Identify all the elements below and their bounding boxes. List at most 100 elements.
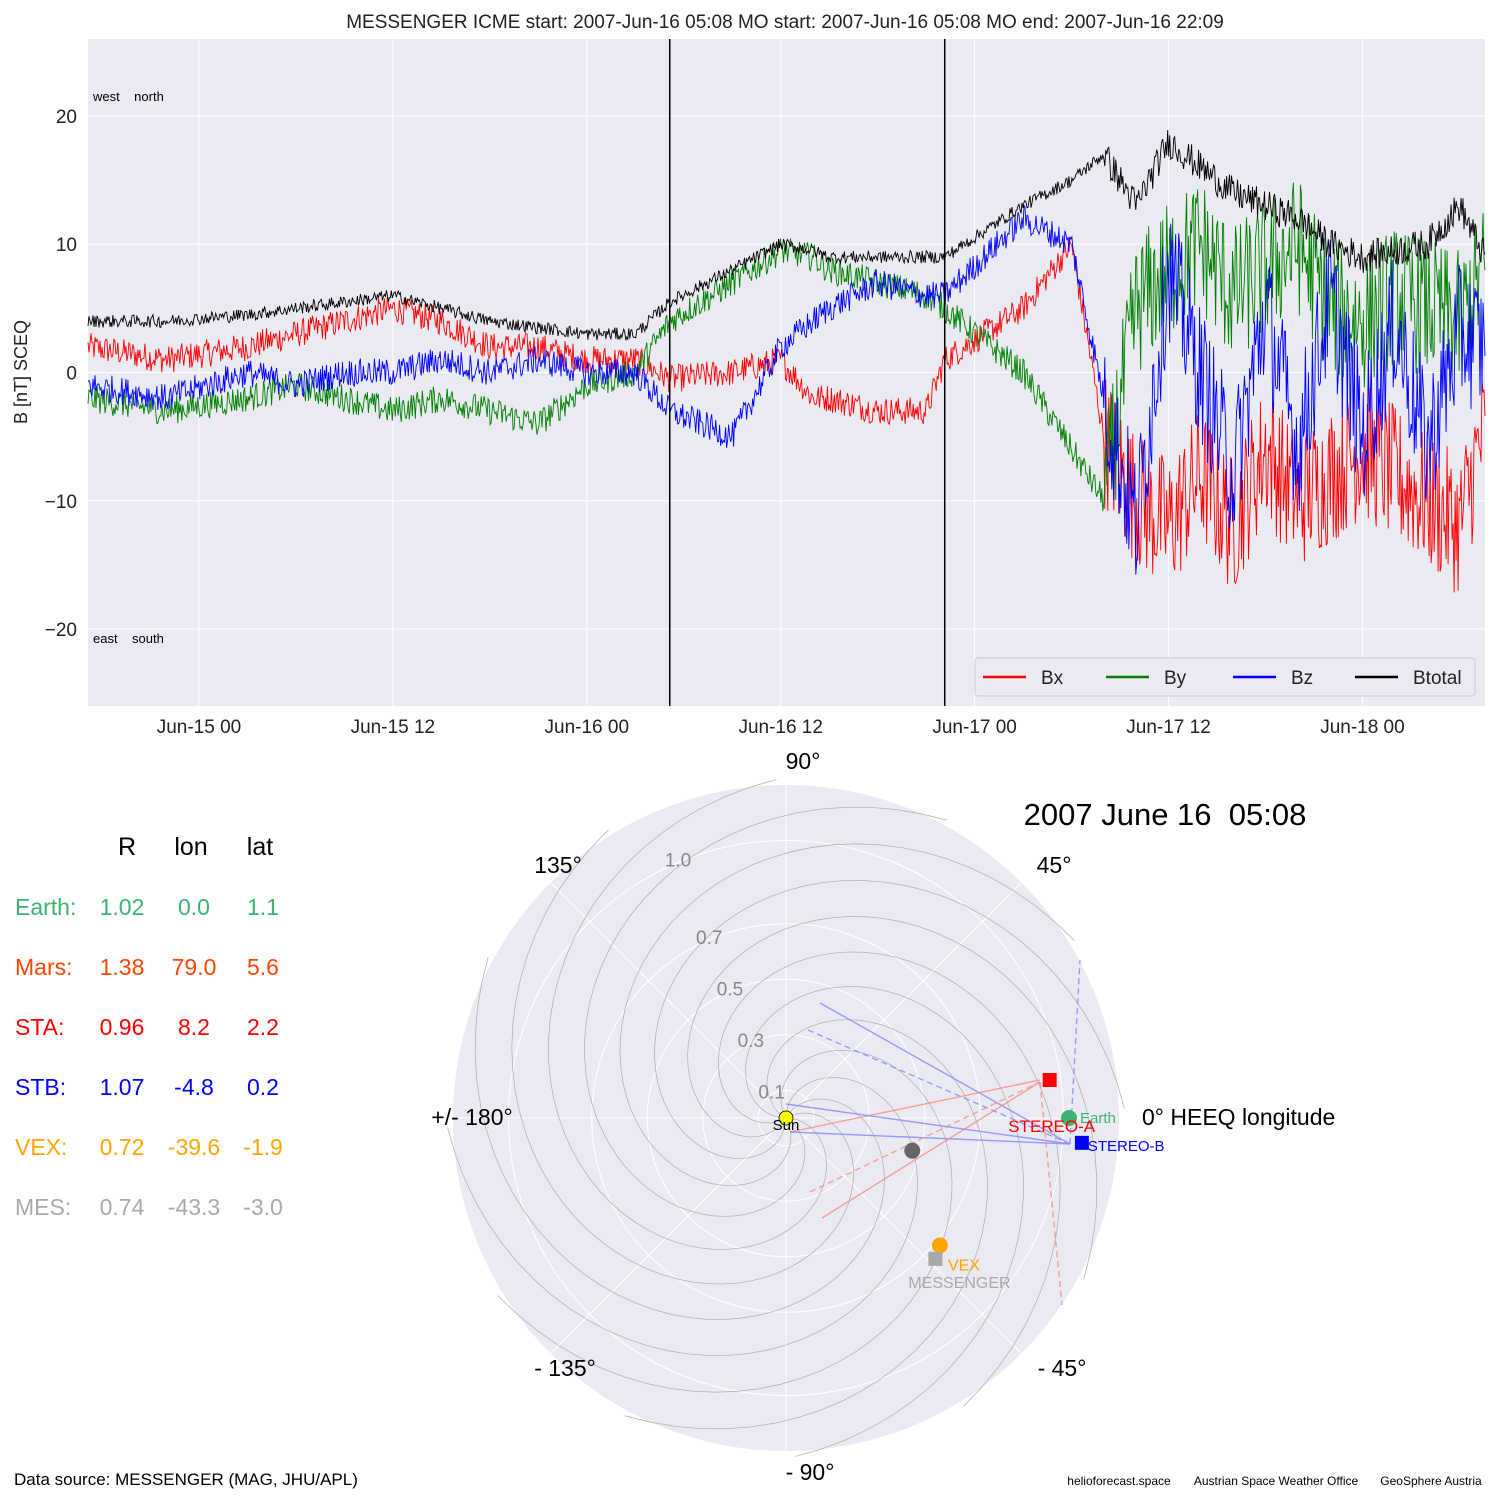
parker-spiral — [584, 806, 948, 1217]
angle-label-m90: - 90° — [786, 1459, 835, 1485]
annotation-east-south: east south — [93, 631, 164, 646]
table-cell-lon: -43.3 — [168, 1194, 220, 1220]
table-cell-lat: 0.2 — [247, 1074, 279, 1100]
icme-boundary-lines — [668, 39, 946, 706]
angle-gridline — [785, 882, 1022, 1119]
annotation-west-north: west north — [92, 89, 164, 104]
parker-spirals — [447, 779, 1125, 1457]
parker-spiral — [511, 829, 855, 1285]
angle-gridline — [550, 882, 787, 1119]
radius-tick-label: 0.3 — [738, 1031, 764, 1052]
table-row-label: STB: — [15, 1074, 66, 1100]
table-cell-r: 1.02 — [100, 894, 145, 920]
label-stereo-b: STEREO-B — [1088, 1138, 1165, 1155]
table-header-r: R — [118, 833, 136, 861]
y-tick-label: −10 — [45, 492, 77, 513]
radius-tick-label: 0.7 — [696, 928, 722, 949]
table-cell-lat: -1.9 — [243, 1134, 283, 1160]
polar-title: 2007 June 16 05:08 — [1024, 797, 1307, 832]
table-header-lon: lon — [174, 833, 207, 861]
parker-spiral — [745, 986, 1024, 1457]
label-messenger: MESSENGER — [908, 1275, 1010, 1292]
legend-box — [974, 657, 1476, 697]
table-row-label: Earth: — [15, 894, 76, 920]
radius-tick-label: 0.5 — [717, 979, 743, 1000]
x-tick-label: Jun-18 00 — [1320, 717, 1405, 738]
connection-line — [819, 1002, 1071, 1145]
marker-messenger — [928, 1251, 943, 1266]
radius-tick-label: 0.1 — [758, 1082, 784, 1103]
table-cell-lat: -3.0 — [243, 1194, 283, 1220]
x-tick-label: Jun-16 00 — [545, 717, 630, 738]
legend-label-by: By — [1164, 668, 1187, 689]
marker-stereo-b — [1074, 1135, 1089, 1150]
field-lines — [785, 959, 1081, 1306]
table-cell-lon: -39.6 — [168, 1134, 220, 1160]
table-row-label: STA: — [15, 1014, 64, 1040]
label-earth: Earth — [1080, 1110, 1116, 1127]
connection-line — [821, 1081, 1041, 1219]
radius-tick-label: 1.0 — [665, 851, 691, 872]
parker-spiral — [619, 843, 1075, 1187]
connection-line — [789, 1131, 1071, 1145]
series-line-bx — [87, 237, 1486, 593]
top-legend: Bx By Bz Btotal — [974, 657, 1476, 697]
angle-label-90: 90° — [786, 748, 821, 774]
x-tick-label: Jun-17 00 — [932, 717, 1017, 738]
credit-helioforecast: helioforecast.space — [1067, 1474, 1171, 1488]
series-line-btotal — [87, 129, 1486, 341]
marker-vex — [931, 1237, 948, 1254]
angle-label-m135: - 135° — [534, 1355, 596, 1381]
parker-spiral — [447, 1077, 918, 1356]
table-cell-lon: -4.8 — [174, 1074, 214, 1100]
angle-label-0: 0° HEEQ longitude — [1142, 1104, 1335, 1130]
legend-label-bx: Bx — [1041, 668, 1064, 689]
series-line-bz — [87, 204, 1486, 575]
top-y-axis-label: B [nT] SCEQ — [11, 320, 31, 424]
angle-label-45: 45° — [1037, 852, 1072, 878]
connection-line — [1039, 1081, 1063, 1306]
x-tick-label: Jun-17 12 — [1126, 717, 1211, 738]
angle-label-135: 135° — [534, 852, 582, 878]
marker-sun — [778, 1110, 794, 1126]
table-cell-r: 0.72 — [100, 1134, 145, 1160]
angle-gridline — [550, 1117, 787, 1354]
parker-spiral — [548, 779, 827, 1250]
angle-label-m45: - 45° — [1038, 1355, 1087, 1381]
connection-line — [789, 1079, 1041, 1133]
table-row-label: Mars: — [15, 954, 73, 980]
top-series-group — [87, 129, 1486, 593]
table-row-label: VEX: — [15, 1134, 67, 1160]
connection-line — [785, 1103, 1071, 1145]
y-tick-label: −20 — [45, 620, 77, 641]
label-vex: VEX — [948, 1257, 980, 1274]
label-stereo-a: STEREO-A — [1008, 1117, 1096, 1136]
connection-line — [807, 1029, 1071, 1145]
table-cell-r: 1.07 — [100, 1074, 145, 1100]
table-cell-lat: 5.6 — [247, 954, 279, 980]
marker-unnamed — [904, 1142, 921, 1159]
credit-geosphere: GeoSphere Austria — [1380, 1474, 1482, 1488]
parker-spiral — [717, 951, 1061, 1407]
table-cell-r: 0.96 — [100, 1014, 145, 1040]
y-tick-label: 20 — [56, 107, 77, 128]
table-row-label: MES: — [15, 1194, 71, 1220]
parker-spiral — [474, 956, 885, 1320]
y-tick-label: 0 — [66, 364, 77, 385]
polar-radius-tick-labels: 0.1 0.3 0.5 0.7 1.0 — [665, 851, 785, 1104]
label-sun: Sun — [773, 1117, 800, 1134]
top-chart-title: MESSENGER ICME start: 2007-Jun-16 05:08 … — [346, 12, 1224, 33]
legend-label-btotal: Btotal — [1413, 668, 1462, 689]
table-cell-lat: 2.2 — [247, 1014, 279, 1040]
parker-spiral — [687, 916, 1098, 1280]
parker-spiral — [497, 1049, 953, 1393]
x-tick-label: Jun-15 12 — [351, 717, 436, 738]
polar-angle-labels: 0° HEEQ longitude 45° 90° 135° +/- 180° - 135… — [431, 748, 1335, 1485]
table-cell-r: 0.74 — [100, 1194, 145, 1220]
angle-gridline — [785, 1117, 1022, 1354]
table-cell-lat: 1.1 — [247, 894, 279, 920]
credit-aswo: Austrian Space Weather Office — [1194, 1474, 1359, 1488]
connection-line — [809, 1081, 1041, 1193]
marker-earth — [1061, 1110, 1078, 1126]
